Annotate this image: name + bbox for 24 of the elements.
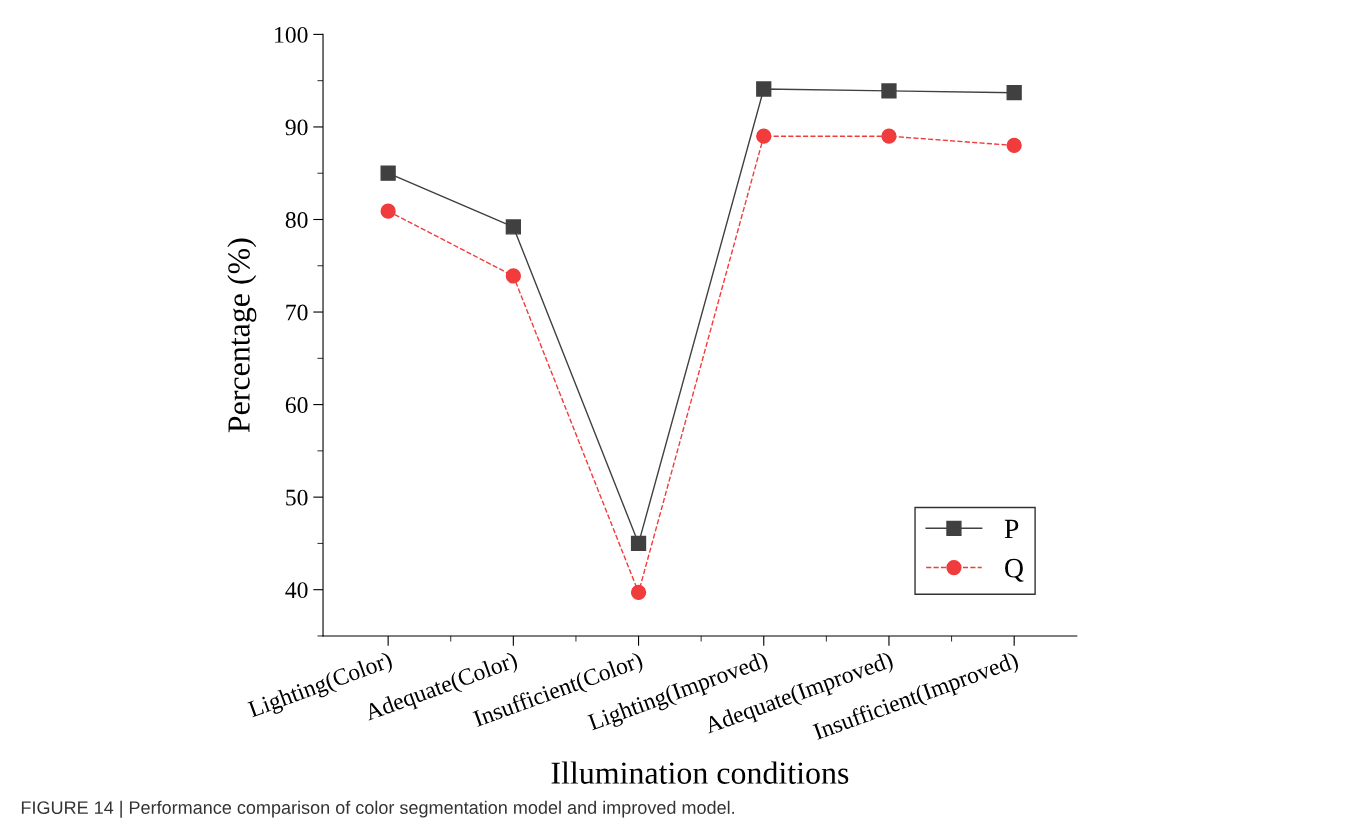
y-tick-label: 80 bbox=[285, 211, 308, 228]
y-tick-label: 100 bbox=[275, 26, 308, 43]
point bbox=[505, 219, 521, 235]
point bbox=[630, 584, 647, 601]
point bbox=[881, 128, 897, 144]
y-tick-label: 70 bbox=[286, 304, 308, 321]
point bbox=[881, 83, 897, 99]
y-tick-label: 90 bbox=[285, 119, 308, 136]
point bbox=[630, 535, 647, 552]
x-axis-title: Illumination conditions bbox=[551, 761, 849, 784]
y-tick-label: 50 bbox=[286, 489, 308, 506]
y-tick-label: 60 bbox=[285, 397, 308, 414]
point bbox=[505, 268, 521, 284]
point bbox=[1006, 85, 1022, 101]
legend-label: Q bbox=[1005, 558, 1024, 582]
point bbox=[756, 128, 772, 144]
point bbox=[380, 203, 396, 219]
point bbox=[756, 81, 772, 97]
point bbox=[1006, 137, 1022, 154]
point bbox=[380, 165, 396, 181]
legend-label: P bbox=[1004, 519, 1019, 539]
y-axis-title: Percentage (%) bbox=[227, 238, 257, 433]
y-tick-label: 40 bbox=[285, 582, 308, 599]
caption: FIGURE 14 | Performance comparison of color segmentation model and improved model. bbox=[21, 800, 734, 818]
